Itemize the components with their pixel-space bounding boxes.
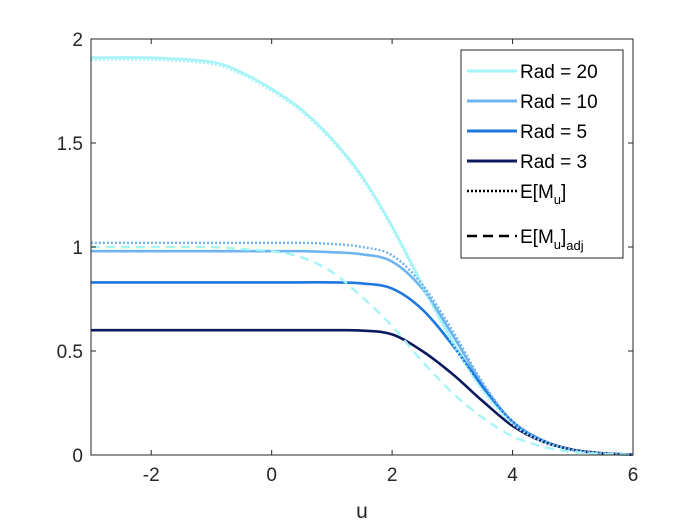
- legend-label-3: Rad = 5: [520, 122, 587, 143]
- series-layer: [90, 56, 634, 456]
- legend-box: [460, 49, 624, 259]
- x-tick-label: 2: [387, 465, 398, 486]
- legend: Rad = 20 Rad = 10 Rad = 5 Rad = 3 E[Mu] E[Mu]…: [460, 49, 624, 259]
- series-line-4: [91, 328, 634, 456]
- y-tick-label: 2: [72, 30, 83, 51]
- y-tick-label: 1.5: [57, 134, 83, 155]
- legend-label-2: Rad = 10: [520, 92, 598, 113]
- x-tick-label: 4: [507, 465, 518, 486]
- series-line-7: [91, 245, 634, 456]
- x-tick-label: -2: [143, 465, 160, 486]
- y-tick-label: 0: [72, 446, 83, 467]
- legend-label-6: E[Mu]adj: [520, 227, 584, 253]
- x-tick-label: 6: [628, 465, 639, 486]
- axes-layer: -2 0 2 4 6 0 0.5 1 1.5 2: [57, 30, 639, 486]
- legend-label-5: E[Mu]: [520, 182, 566, 207]
- y-tick-label: 0.5: [57, 342, 83, 363]
- x-axis-label: u: [356, 500, 368, 523]
- legend-label-1: Rad = 20: [520, 62, 598, 83]
- y-tick-label: 1: [72, 238, 83, 259]
- x-tick-label: 0: [266, 465, 277, 486]
- series-line-5: [90, 58, 634, 456]
- legend-label-4: Rad = 3: [520, 152, 587, 173]
